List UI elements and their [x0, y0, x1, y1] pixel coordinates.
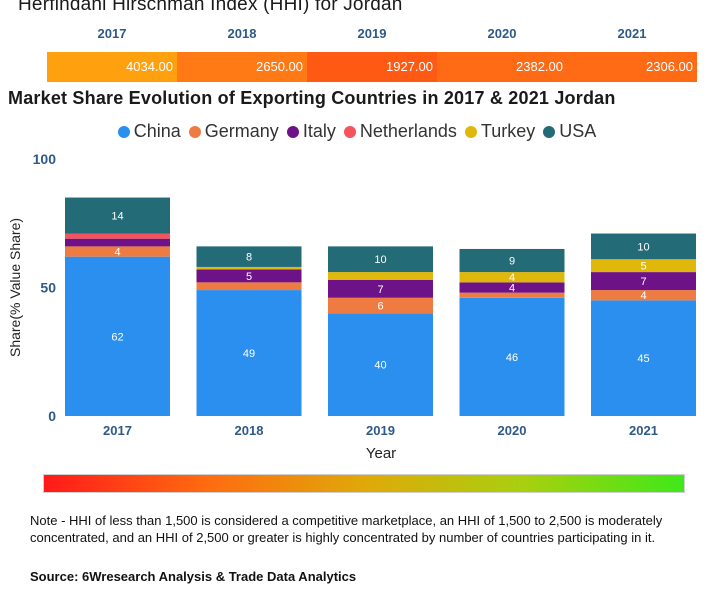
y-tick-label: 0 — [48, 408, 56, 424]
x-tick-label-2019: 2019 — [366, 423, 395, 438]
legend-swatch — [343, 125, 356, 138]
hhi-color-scale — [43, 474, 685, 493]
hhi-year-row: 2017 2018 2019 2020 2021 — [47, 26, 697, 44]
bar-italy-2021 — [591, 272, 696, 291]
data-label-china-2021: 45 — [637, 353, 649, 365]
bar-china-2017 — [65, 256, 170, 416]
bar-germany-2019 — [328, 297, 433, 314]
data-label-italy-2018: 5 — [246, 271, 252, 283]
data-label-turkey-2020: 4 — [509, 272, 515, 284]
x-tick-label-2020: 2020 — [498, 423, 527, 438]
bar-turkey-2020 — [459, 272, 565, 283]
data-label-china-2019: 40 — [374, 360, 386, 372]
data-label-china-2017: 62 — [111, 331, 123, 343]
data-label-usa-2018: 8 — [246, 252, 252, 264]
bar-germany-2020 — [459, 292, 565, 298]
hhi-year-2018: 2018 — [227, 26, 257, 41]
hhi-year-2020: 2020 — [487, 26, 517, 41]
bar-usa-2018 — [196, 246, 302, 267]
chart-title: Market Share Evolution of Exporting Coun… — [8, 88, 616, 108]
chart-legend: China Germany Italy Netherlands Turkey USA — [0, 121, 714, 142]
bar-turkey-2018 — [196, 266, 302, 270]
legend-label: Italy — [302, 121, 336, 141]
legend-item-usa: USA — [543, 121, 596, 142]
legend-swatch — [117, 125, 130, 138]
legend-item-germany: Germany — [188, 121, 279, 142]
data-label-china-2020: 46 — [506, 352, 518, 364]
hhi-value-2019: 1927.00 — [307, 52, 437, 82]
legend-label: Germany — [204, 121, 279, 141]
legend-swatch — [464, 125, 477, 138]
x-tick-label-2017: 2017 — [103, 423, 132, 438]
bar-italy-2018 — [196, 269, 302, 283]
data-label-germany-2019: 6 — [377, 300, 383, 312]
bar-usa-2020 — [459, 248, 565, 273]
note-text: Note - HHI of less than 1,500 is conside… — [30, 513, 663, 545]
y-axis-label: Share(% Value Share) — [7, 218, 23, 357]
bar-turkey-2021 — [591, 259, 696, 273]
data-label-italy-2019: 7 — [377, 284, 383, 296]
hhi-value-2018: 2650.00 — [177, 52, 307, 82]
data-label-italy-2021: 7 — [640, 276, 646, 288]
x-tick-label-2021: 2021 — [629, 423, 658, 438]
legend-item-italy: Italy — [286, 121, 336, 142]
bar-germany-2018 — [196, 282, 302, 291]
hhi-value-2021: 2306.00 — [567, 52, 697, 82]
bar-turkey-2019 — [328, 272, 433, 280]
bar-italy-2017 — [65, 238, 170, 247]
legend-swatch — [286, 125, 299, 138]
data-label-italy-2020: 4 — [509, 283, 515, 295]
hhi-year-2021: 2021 — [617, 26, 647, 41]
bar-china-2018 — [196, 290, 302, 416]
bar-china-2020 — [459, 297, 565, 416]
legend-label: Turkey — [480, 121, 536, 141]
legend-item-turkey: Turkey — [464, 121, 536, 142]
bar-germany-2017 — [65, 246, 170, 257]
legend-item-china: China — [117, 121, 181, 142]
hhi-year-2017: 2017 — [97, 26, 127, 41]
hhi-title: Herfindahl Hirschman Index (HHI) for Jor… — [18, 0, 403, 15]
legend-label: China — [133, 121, 181, 141]
data-label-germany-2021: 4 — [640, 290, 646, 302]
y-tick-label: 100 — [33, 151, 57, 167]
bar-usa-2017 — [65, 197, 170, 234]
bar-italy-2020 — [459, 282, 565, 293]
bar-usa-2019 — [328, 246, 433, 273]
hhi-value-row: 4034.00 2650.00 1927.00 2382.00 2306.00 — [47, 52, 697, 82]
legend-swatch — [188, 125, 201, 138]
bar-netherlands-2017 — [65, 233, 170, 239]
bar-usa-2021 — [591, 233, 696, 260]
data-label-germany-2017: 4 — [114, 247, 120, 259]
hhi-value-2017: 4034.00 — [47, 52, 177, 82]
bar-china-2019 — [328, 313, 433, 416]
data-label-usa-2017: 14 — [111, 211, 123, 223]
hhi-year-2019: 2019 — [357, 26, 387, 41]
data-label-usa-2019: 10 — [374, 254, 386, 266]
data-label-turkey-2021: 5 — [640, 261, 646, 273]
y-tick-label: 50 — [40, 280, 56, 296]
source-text: Source: 6Wresearch Analysis & Trade Data… — [30, 569, 357, 584]
bar-china-2021 — [591, 300, 696, 416]
bar-germany-2021 — [591, 290, 696, 301]
x-tick-label-2018: 2018 — [235, 423, 264, 438]
legend-label: Netherlands — [359, 121, 457, 141]
data-label-usa-2020: 9 — [509, 256, 515, 268]
hhi-value-2020: 2382.00 — [437, 52, 567, 82]
data-label-usa-2021: 10 — [637, 241, 649, 253]
legend-label: USA — [559, 121, 597, 141]
legend-swatch — [543, 125, 556, 138]
legend-item-netherlands: Netherlands — [343, 121, 457, 142]
x-axis-label: Year — [366, 445, 396, 462]
data-label-china-2018: 49 — [243, 348, 255, 360]
bar-italy-2019 — [328, 279, 433, 298]
